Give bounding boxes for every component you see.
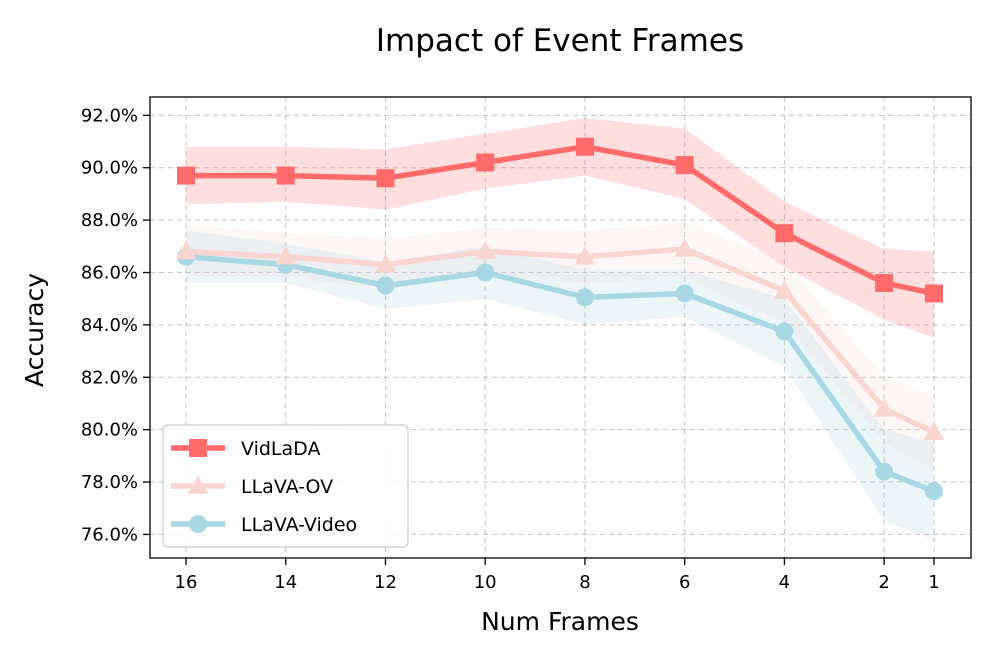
x-tick-label: 1 (928, 572, 939, 593)
legend-item-llava-video: LLaVA-Video (171, 514, 357, 536)
x-axis-ticks: 16 14 12 10 8 6 4 2 1 (175, 558, 940, 593)
data-point (675, 156, 694, 175)
y-tick-label: 84.0% (81, 315, 138, 336)
x-tick-label: 14 (274, 572, 297, 593)
band-vidlada (186, 117, 934, 338)
data-point (177, 166, 195, 185)
data-point (376, 276, 395, 295)
data-point (175, 241, 197, 260)
data-point (875, 273, 894, 292)
series-lines (175, 137, 945, 501)
legend-label: LLaVA-Video (241, 514, 357, 536)
legend-item-llava-ov: LLaVA-OV (171, 475, 333, 498)
plot-frame (149, 96, 972, 559)
y-tick-label: 92.0% (81, 105, 138, 126)
data-point (873, 398, 895, 417)
series-llava-ov (175, 238, 945, 441)
data-point (675, 284, 694, 303)
data-point (376, 169, 395, 188)
data-point (925, 482, 943, 501)
data-point (375, 254, 396, 273)
legend: VidLaDA LLaVA-OV LLaVA-Video (162, 424, 409, 548)
series-vidlada (177, 137, 943, 303)
series-llava-video (177, 247, 943, 501)
data-point (575, 288, 594, 307)
data-point (875, 462, 894, 481)
data-point (923, 421, 945, 441)
x-tick-label: 4 (779, 572, 790, 593)
chart-title: Impact of Event Frames (376, 23, 744, 59)
x-tick-label: 2 (878, 572, 889, 593)
data-point (775, 322, 794, 341)
legend-label: VidLaDA (241, 438, 320, 460)
x-tick-label: 8 (579, 572, 590, 593)
data-point (476, 153, 495, 172)
x-tick-label: 12 (374, 572, 397, 593)
legend-item-vidlada: VidLaDA (171, 438, 320, 460)
y-tick-label: 86.0% (81, 262, 138, 283)
y-tick-label: 90.0% (81, 158, 138, 179)
band-llava-video (186, 230, 934, 540)
y-axis-label: Accuracy (20, 273, 49, 387)
y-tick-label: 88.0% (81, 210, 138, 231)
data-point (774, 280, 795, 299)
data-point (925, 284, 943, 303)
plot-border (149, 96, 972, 559)
data-point (775, 224, 794, 243)
x-tick-label: 16 (175, 572, 198, 593)
y-tick-label: 78.0% (81, 472, 138, 493)
legend-marker (189, 439, 207, 457)
y-tick-label: 76.0% (81, 524, 138, 545)
data-point (476, 263, 495, 282)
legend-label: LLaVA-OV (241, 476, 333, 498)
legend-marker (187, 475, 209, 494)
legend-marker (189, 515, 207, 533)
data-point (275, 246, 297, 265)
data-point (575, 137, 594, 156)
legend-box (162, 424, 409, 548)
x-tick-label: 10 (474, 572, 497, 593)
data-point (276, 166, 295, 185)
x-axis-label: Num Frames (481, 607, 639, 636)
y-axis-ticks: 76.0% 78.0% 80.0% 82.0% 84.0% 86.0% 88.0% 90.0%… (81, 105, 150, 545)
y-tick-label: 80.0% (81, 420, 138, 441)
data-point (674, 238, 696, 257)
x-tick-label: 6 (679, 572, 690, 593)
y-tick-label: 82.0% (81, 367, 138, 388)
data-point (574, 246, 596, 265)
data-point (474, 241, 496, 260)
